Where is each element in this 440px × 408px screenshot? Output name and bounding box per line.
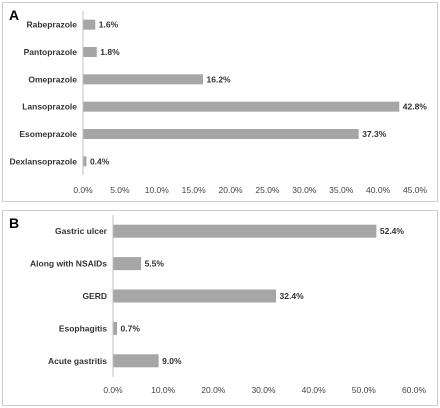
bar [113, 224, 377, 238]
value-label: 0.4% [90, 156, 110, 166]
x-tick-label: 30.0% [292, 185, 317, 195]
value-label: 32.4% [280, 291, 305, 301]
category-label: Esophagitis [59, 323, 107, 333]
bar [113, 321, 118, 335]
x-tick-label: 40.0% [302, 385, 327, 395]
category-label: Pantoprazole [24, 47, 78, 57]
panel-a-label: A [9, 7, 20, 23]
x-tick-label: 50.0% [352, 385, 377, 395]
chart-b: Gastric ulcer 52.4% Along with NSAIDs 5.5% G… [30, 215, 427, 395]
x-tick-label: 15.0% [182, 185, 207, 195]
x-tick-label: 60.0% [402, 385, 427, 395]
panel-b-label: B [9, 215, 20, 231]
x-tick-label: 5.0% [110, 185, 130, 195]
bar [113, 289, 277, 303]
value-label: 5.5% [145, 259, 165, 269]
x-tick-label: 30.0% [251, 385, 276, 395]
bar [83, 129, 359, 139]
x-tick-label: 10.0% [151, 385, 176, 395]
value-label: 9.0% [162, 356, 182, 366]
chart-a: Rabeprazole 1.6% Pantoprazole 1.8% Omeprazol… [9, 11, 428, 195]
x-tick-label: 20.0% [201, 385, 226, 395]
x-tick-label: 0.0% [73, 185, 93, 195]
bar [83, 19, 96, 30]
category-label: GERD [82, 291, 107, 301]
x-tick-label: 45.0% [403, 185, 428, 195]
value-label: 1.8% [100, 47, 120, 57]
bar [113, 257, 142, 271]
panel-b: B Gastric ulcer 52.4% Along with NSAIDs 5.5… [2, 210, 438, 406]
value-label: 0.7% [121, 323, 141, 333]
bar [83, 156, 87, 167]
category-label: Omeprazole [28, 74, 77, 84]
panel-a: A Rabeprazole 1.6% Pantoprazole 1.8% Omepraz… [2, 2, 438, 202]
category-label: Dexlansoprazole [9, 156, 77, 166]
x-tick-label: 10.0% [145, 185, 170, 195]
category-label: Rabeprazole [26, 20, 77, 30]
bar [83, 101, 400, 112]
value-label: 52.4% [380, 226, 405, 236]
category-label: Gastric ulcer [55, 226, 108, 236]
bar [83, 74, 204, 85]
value-label: 37.3% [362, 129, 387, 139]
x-tick-label: 0.0% [103, 385, 123, 395]
category-label: Lansoprazole [22, 102, 77, 112]
value-label: 1.6% [99, 20, 119, 30]
x-tick-label: 35.0% [329, 185, 354, 195]
x-tick-label: 25.0% [255, 185, 280, 195]
category-label: Esomeprazole [19, 129, 77, 139]
x-tick-label: 40.0% [366, 185, 391, 195]
value-label: 42.8% [403, 102, 428, 112]
category-label: Along with NSAIDs [30, 259, 107, 269]
category-label: Acute gastritis [48, 356, 107, 366]
value-label: 16.2% [207, 74, 232, 84]
bar [83, 47, 97, 57]
bar [113, 354, 159, 368]
x-tick-label: 20.0% [219, 185, 244, 195]
